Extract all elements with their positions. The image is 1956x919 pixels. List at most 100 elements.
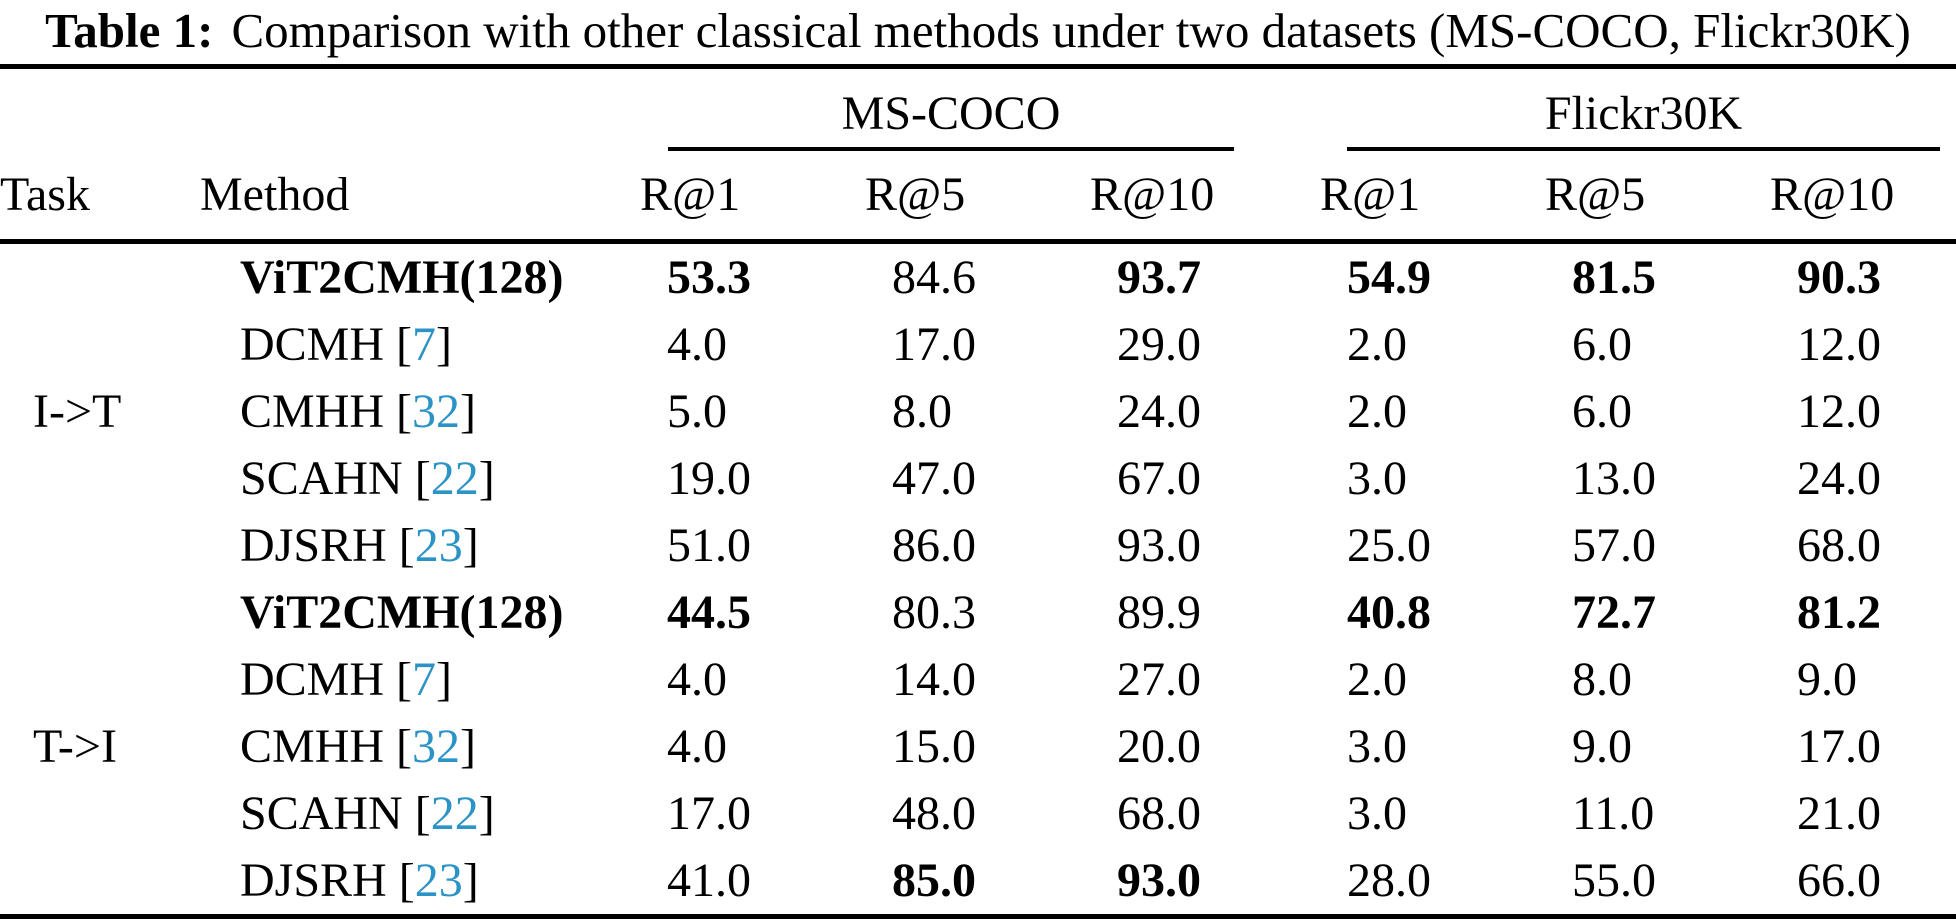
citation-number[interactable]: 7 [412,317,437,371]
metric-value: 25.0 [1347,518,1431,572]
metric-value: 53.3 [667,250,751,304]
dataset-header-flickr30k: Flickr30K [1347,89,1940,151]
metric-value: 86.0 [892,518,976,572]
metric-value: 9.0 [1572,719,1632,773]
citation-number[interactable]: 7 [412,652,437,706]
method-cell: DCMH [7] [200,311,640,378]
dataset-name: Flickr30K [1544,87,1743,140]
metric-value: 14.0 [892,652,976,706]
metric-value: 57.0 [1572,518,1656,572]
method-name: CMHH [240,384,385,438]
header-mscoco-r1: R@1 [640,151,865,244]
table-row: DJSRH [23] 51.0 86.0 93.0 25.0 57.0 68.0 [0,512,1956,579]
metric-value: 4.0 [667,317,727,371]
task-label: I->T [33,384,122,438]
table-row: CMHH [32] 4.0 15.0 20.0 3.0 9.0 17.0 [0,713,1956,780]
metric-value: 8.0 [1572,652,1632,706]
method-name: SCAHN [240,786,403,840]
header-flickr30k-r10: R@10 [1770,151,1956,244]
empty-cell [0,67,200,152]
citation-ref[interactable]: [22] [402,786,495,840]
metric-value: 41.0 [667,853,751,907]
dataset-group-cell: Flickr30K [1320,67,1956,151]
metric-value: 51.0 [667,518,751,572]
method-name: DCMH [240,652,385,706]
method-cell: CMHH [32] [200,713,640,780]
citation-ref[interactable]: [23] [386,853,479,907]
dataset-group-row: MS-COCO Flickr30K [0,67,1956,152]
metric-value: 8.0 [892,384,952,438]
citation-ref[interactable]: [32] [384,719,476,773]
citation-ref[interactable]: [7] [384,652,452,706]
method-cell: SCAHN [22] [200,445,640,512]
header-mscoco-r10: R@10 [1090,151,1320,244]
column-header-row: Task Method R@1 R@5 R@10 R@1 R@5 R@10 [0,151,1956,244]
header-flickr30k-r5: R@5 [1545,151,1770,244]
header-flickr30k-r1: R@1 [1320,151,1545,244]
table-caption: Table 1: Comparison with other classical… [0,0,1956,64]
metric-value: 17.0 [1797,719,1881,773]
metric-value: 9.0 [1797,652,1857,706]
method-cell: DCMH [7] [200,646,640,713]
metric-value: 84.6 [892,250,976,304]
metric-value: 24.0 [1797,451,1881,505]
citation-number[interactable]: 32 [412,384,461,438]
metric-value: 6.0 [1572,384,1632,438]
table-row: DCMH [7] 4.0 17.0 29.0 2.0 6.0 12.0 [0,311,1956,378]
metric-value: 93.0 [1117,853,1201,907]
citation-ref[interactable]: [7] [384,317,452,371]
header-task: Task [0,151,200,244]
citation-number[interactable]: 23 [414,518,463,572]
method-name: ViT2CMH(128) [240,585,564,639]
metric-value: 2.0 [1347,317,1407,371]
metric-value: 67.0 [1117,451,1201,505]
metric-value: 28.0 [1347,853,1431,907]
metric-value: 68.0 [1117,786,1201,840]
metric-value: 2.0 [1347,384,1407,438]
citation-number[interactable]: 32 [412,719,461,773]
method-cell: DJSRH [23] [200,847,640,918]
metric-value: 90.3 [1797,250,1881,304]
table-row: CMHH [32] 5.0 8.0 24.0 2.0 6.0 12.0 [0,378,1956,445]
metric-value: 21.0 [1797,786,1881,840]
metric-value: 89.9 [1117,585,1201,639]
citation-ref[interactable]: [22] [402,451,495,505]
metric-value: 44.5 [667,585,751,639]
method-cell: CMHH [32] [200,378,640,445]
metric-value: 12.0 [1797,317,1881,371]
method-cell: ViT2CMH(128) [200,579,640,646]
citation-ref[interactable]: [23] [386,518,479,572]
metric-value: 17.0 [667,786,751,840]
metric-value: 5.0 [667,384,727,438]
metric-value: 20.0 [1117,719,1201,773]
citation-number[interactable]: 22 [430,786,479,840]
metric-value: 66.0 [1797,853,1881,907]
metric-value: 55.0 [1572,853,1656,907]
metric-value: 47.0 [892,451,976,505]
method-name: ViT2CMH(128) [240,250,564,304]
metric-value: 13.0 [1572,451,1656,505]
metric-value: 11.0 [1572,786,1655,840]
metric-value: 2.0 [1347,652,1407,706]
table-row: DCMH [7] 4.0 14.0 27.0 2.0 8.0 9.0 [0,646,1956,713]
table-row: DJSRH [23] 41.0 85.0 93.0 28.0 55.0 66.0 [0,847,1956,918]
metric-value: 27.0 [1117,652,1201,706]
metric-value: 81.5 [1572,250,1656,304]
metric-value: 4.0 [667,652,727,706]
citation-ref[interactable]: [32] [384,384,476,438]
metric-value: 4.0 [667,719,727,773]
table-row: SCAHN [22] 17.0 48.0 68.0 3.0 11.0 21.0 [0,780,1956,847]
header-method: Method [200,151,640,244]
method-name: DJSRH [240,853,387,907]
table-row: T->I ViT2CMH(128) 44.5 80.3 89.9 40.8 72.7 81.2 [0,579,1956,771]
metric-value: 68.0 [1797,518,1881,572]
metric-value: 15.0 [892,719,976,773]
method-name: SCAHN [240,451,403,505]
method-cell: ViT2CMH(128) [200,242,640,312]
citation-number[interactable]: 23 [414,853,463,907]
empty-cell [200,67,640,152]
metric-value: 19.0 [667,451,751,505]
metric-value: 3.0 [1347,719,1407,773]
citation-number[interactable]: 22 [430,451,479,505]
